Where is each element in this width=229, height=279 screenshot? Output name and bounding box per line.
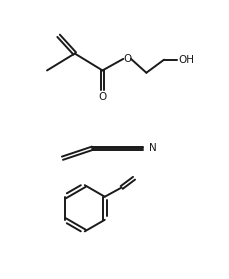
Text: OH: OH (178, 55, 194, 65)
Text: O: O (123, 54, 131, 64)
Text: O: O (98, 92, 106, 102)
Text: N: N (148, 143, 156, 153)
